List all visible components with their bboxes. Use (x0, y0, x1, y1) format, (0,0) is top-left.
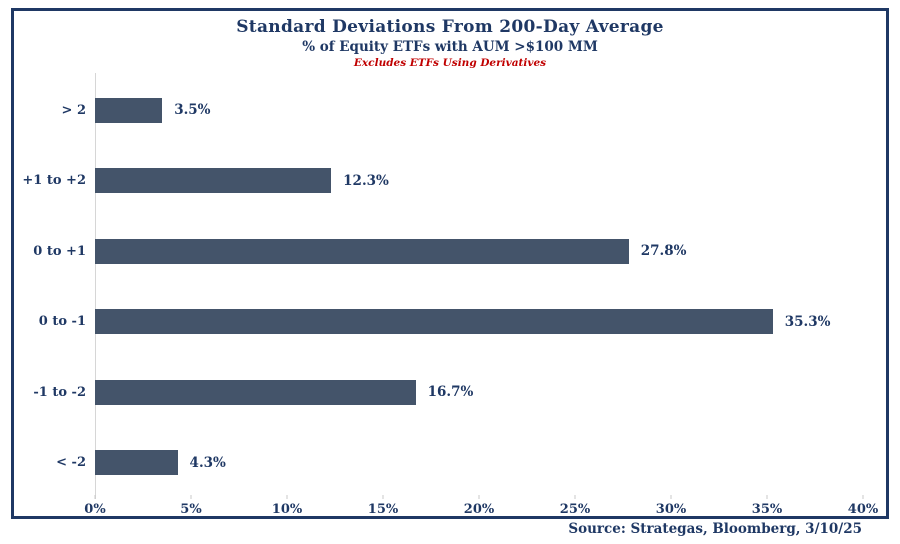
chart-subtitle: % of Equity ETFs with AUM >$100 MM (302, 39, 598, 55)
y-axis-line (95, 73, 96, 499)
x-tick-label: 20% (463, 502, 495, 517)
x-tick-mark (670, 495, 672, 499)
category-label: > 2 (61, 102, 86, 118)
value-label: 3.5% (174, 102, 211, 119)
x-tick-label: 40% (847, 502, 879, 517)
x-tick-label: 0% (84, 502, 106, 517)
bar-track: 27.8% (95, 238, 863, 264)
chart-row: 0 to -1 35.3% (14, 287, 863, 358)
x-tick-label: 5% (180, 502, 202, 517)
x-tick-mark (766, 495, 768, 499)
chart-row: > 2 3.5% (14, 75, 863, 146)
category-label: -1 to -2 (33, 384, 86, 400)
chart-row: 0 to +1 27.8% (14, 216, 863, 287)
x-tick-mark (478, 495, 480, 499)
chart-header: Standard Deviations From 200-Day Average… (14, 17, 886, 69)
x-tick-mark (382, 495, 384, 499)
value-label: 35.3% (784, 313, 831, 330)
category-label: +1 to +2 (22, 173, 86, 189)
chart-row: -1 to -2 16.7% (14, 357, 863, 428)
bar (95, 168, 332, 194)
x-tick-label: 30% (655, 502, 687, 517)
x-tick-mark (94, 495, 96, 499)
x-tick-mark (862, 495, 864, 499)
x-tick-mark (286, 495, 288, 499)
source-text: Source: Strategas, Bloomberg, 3/10/25 (568, 521, 862, 537)
bar (95, 97, 163, 123)
chart-row: +1 to +2 12.3% (14, 146, 863, 217)
chart-note: Excludes ETFs Using Derivatives (353, 57, 547, 69)
bar-track: 35.3% (95, 309, 863, 335)
bar (95, 379, 416, 405)
x-tick-mark (574, 495, 576, 499)
bar-track: 12.3% (95, 168, 863, 194)
bar-track: 3.5% (95, 97, 863, 123)
value-label: 27.8% (640, 243, 687, 260)
bar-track: 4.3% (95, 450, 863, 476)
x-tick-label: 35% (751, 502, 783, 517)
bar (95, 450, 178, 476)
chart-row: < -2 4.3% (14, 428, 863, 499)
bar (95, 238, 629, 264)
value-label: 16.7% (427, 384, 474, 401)
chart-frame: Standard Deviations From 200-Day Average… (11, 8, 889, 519)
category-label: 0 to -1 (38, 314, 86, 330)
category-label: < -2 (56, 455, 86, 471)
x-tick-mark (190, 495, 192, 499)
x-tick-label: 15% (367, 502, 399, 517)
x-tick-label: 25% (559, 502, 591, 517)
value-label: 4.3% (189, 454, 226, 471)
x-axis: 0% 5% 10% 15% 20% 25% 30% 35% 40% (84, 495, 878, 524)
category-label: 0 to +1 (33, 243, 86, 259)
x-tick-label: 10% (271, 502, 303, 517)
chart-title: Standard Deviations From 200-Day Average (236, 17, 664, 37)
bar (95, 309, 773, 335)
bar-track: 16.7% (95, 379, 863, 405)
plot-area: > 2 3.5% +1 to +2 12.3% 0 to +1 27.8% 0 to -1 3… (14, 75, 863, 498)
value-label: 12.3% (343, 172, 389, 189)
